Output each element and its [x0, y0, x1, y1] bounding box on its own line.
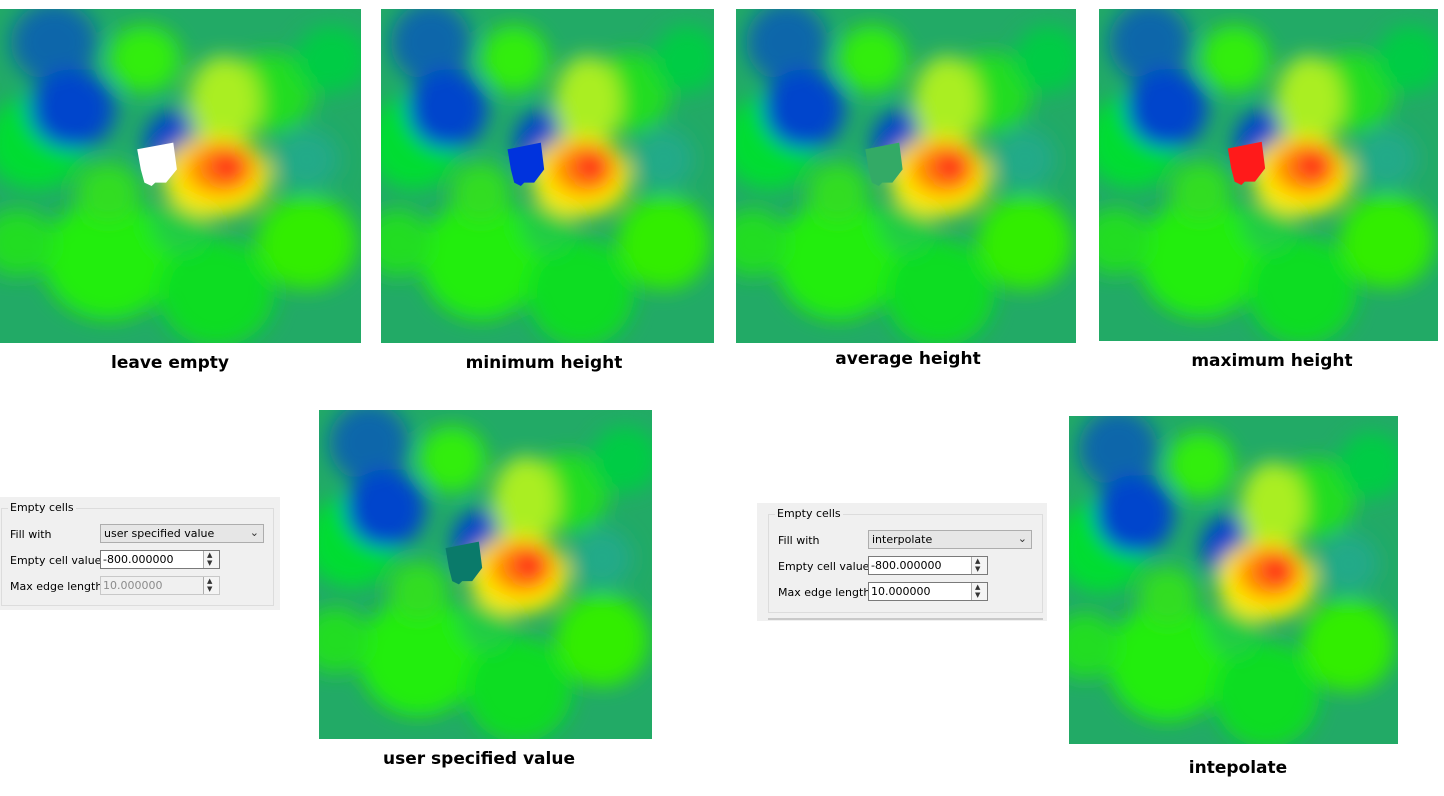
empty-cell-value-input[interactable]: -800.000000 ▲ ▼ [868, 556, 988, 575]
spin-down-icon: ▼ [207, 585, 213, 593]
empty-cells-dialog-user: Empty cells Fill with user specified val… [0, 497, 280, 610]
caption-interpolate: intepolate [1188, 758, 1288, 778]
height-map-minimum-height [381, 9, 714, 343]
group-label: Empty cells [775, 507, 843, 520]
caption-leave-empty: leave empty [111, 353, 229, 373]
spin-up-icon[interactable]: ▲ [207, 551, 213, 559]
empty-cell-value-text: -800.000000 [103, 553, 174, 566]
empty-cell-value-text: -800.000000 [871, 559, 942, 572]
spin-down-icon[interactable]: ▼ [975, 591, 981, 599]
fill-with-label: Fill with [10, 528, 52, 541]
caption-user-specified-value: user specified value [382, 749, 575, 769]
empty-cell-value-input[interactable]: -800.000000 ▲ ▼ [100, 550, 220, 569]
caption-average-height: average height [835, 349, 981, 369]
fill-with-label: Fill with [778, 534, 820, 547]
height-map-user-specified-value [319, 410, 652, 739]
height-map-leave-empty [0, 9, 361, 343]
empty-cell-value-label: Empty cell value [10, 554, 102, 567]
fill-with-value: user specified value [104, 527, 215, 540]
chevron-down-icon: ⌄ [249, 526, 259, 539]
panel-separator [768, 618, 1043, 620]
caption-maximum-height: maximum height [1191, 351, 1353, 371]
spin-buttons: ▲ ▼ [203, 577, 219, 594]
max-edge-length-text: 10.000000 [103, 579, 163, 592]
height-map-maximum-height [1099, 9, 1438, 341]
fill-with-value: interpolate [872, 533, 933, 546]
empty-cells-dialog-interpolate: Empty cells Fill with interpolate ⌄ Empt… [757, 503, 1047, 621]
spin-buttons[interactable]: ▲ ▼ [971, 583, 987, 600]
fill-with-dropdown[interactable]: interpolate ⌄ [868, 530, 1032, 549]
empty-cell-value-label: Empty cell value [778, 560, 870, 573]
caption-minimum-height: minimum height [465, 353, 623, 373]
max-edge-length-text: 10.000000 [871, 585, 931, 598]
max-edge-length-input: 10.000000 ▲ ▼ [100, 576, 220, 595]
height-map-interpolate [1069, 416, 1398, 744]
empty-cells-group: Empty cells [1, 501, 274, 606]
max-edge-length-label: Max edge length [10, 580, 103, 593]
height-map-average-height [736, 9, 1076, 343]
max-edge-length-label: Max edge length [778, 586, 871, 599]
spin-up-icon[interactable]: ▲ [975, 557, 981, 565]
spin-buttons[interactable]: ▲ ▼ [971, 557, 987, 574]
fill-with-dropdown[interactable]: user specified value ⌄ [100, 524, 264, 543]
spin-down-icon[interactable]: ▼ [207, 559, 213, 567]
empty-cells-group: Empty cells [768, 507, 1043, 613]
spin-up-icon: ▲ [207, 577, 213, 585]
spin-down-icon[interactable]: ▼ [975, 565, 981, 573]
chevron-down-icon: ⌄ [1017, 532, 1027, 545]
max-edge-length-input[interactable]: 10.000000 ▲ ▼ [868, 582, 988, 601]
spin-buttons[interactable]: ▲ ▼ [203, 551, 219, 568]
group-label: Empty cells [8, 501, 76, 514]
spin-up-icon[interactable]: ▲ [975, 583, 981, 591]
